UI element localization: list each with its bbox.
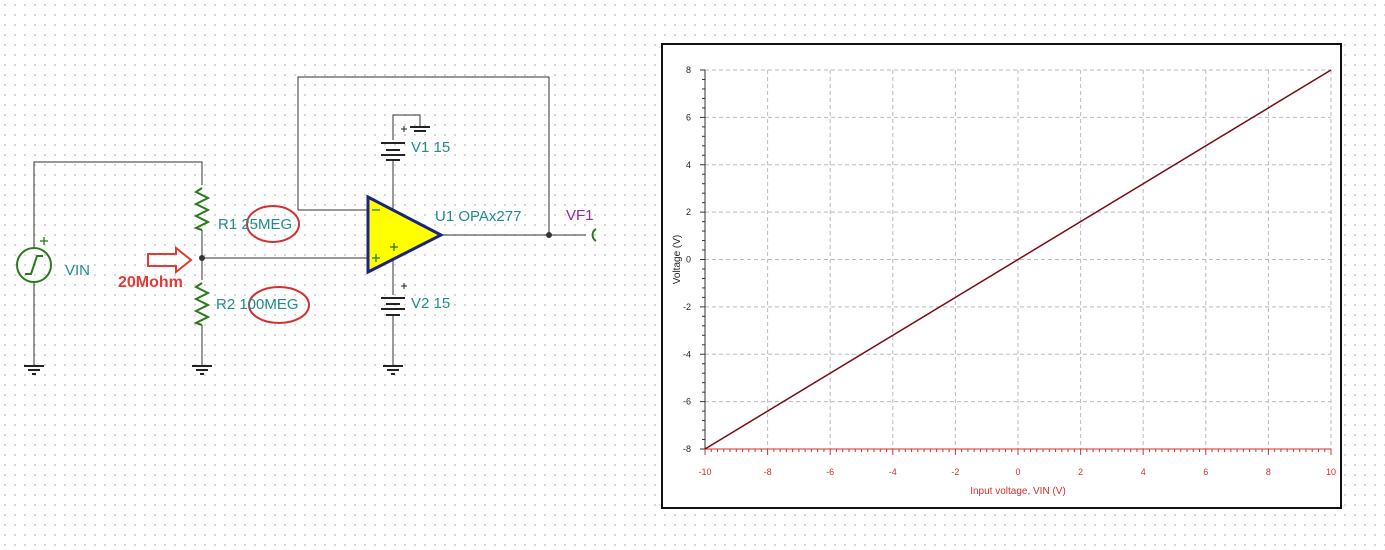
data-line [704, 69, 1332, 450]
node [546, 232, 552, 238]
label: V1 15 [411, 139, 450, 156]
x-axis-label: Input voltage, VIN (V) [970, 486, 1066, 497]
highlight [248, 286, 310, 324]
y-tick-label: 8 [686, 65, 691, 75]
arrow [147, 245, 193, 275]
battery-signs [401, 126, 407, 289]
opamp [366, 194, 445, 275]
probe [591, 228, 597, 242]
x-tick-label: 8 [1266, 467, 1271, 477]
chart-frame [661, 43, 1342, 509]
x-tick-label: 6 [1203, 467, 1208, 477]
x-tick-label: -2 [951, 467, 959, 477]
x-tick-label: -6 [826, 467, 834, 477]
annotation: 20Mohm [118, 274, 183, 291]
y-tick-label: -8 [683, 444, 691, 454]
batteries-grounds [24, 126, 430, 375]
schematic: VIN R1 25MEG R2 100MEG 20Mohm U1 OPAx277… [16, 76, 597, 375]
x-tick-label: 4 [1141, 467, 1146, 477]
label: R1 25MEG [218, 216, 292, 233]
y-tick-label: 0 [686, 255, 691, 265]
x-tick-label: 2 [1078, 467, 1083, 477]
components [16, 187, 211, 326]
x-tick-label: -4 [889, 467, 897, 477]
signs [40, 209, 398, 262]
y-tick-label: -6 [683, 397, 691, 407]
y-tick-label: 6 [686, 112, 691, 122]
label: U1 OPAx277 [435, 208, 521, 225]
y-axis-label: Voltage (V) [672, 235, 683, 284]
label: VF1 [566, 207, 594, 224]
y-tick-label: 4 [686, 160, 691, 170]
y-tick-label: 2 [686, 207, 691, 217]
y-tick-label: -2 [683, 302, 691, 312]
label: V2 15 [411, 295, 450, 312]
y-tick-label: -4 [683, 349, 691, 359]
label: VIN [65, 262, 90, 279]
x-tick-label: 10 [1326, 467, 1336, 477]
highlight [246, 205, 300, 243]
x-tick-label: -8 [764, 467, 772, 477]
label: R2 100MEG [216, 296, 299, 313]
wires [33, 76, 586, 365]
node [199, 255, 205, 261]
x-tick-label: -10 [698, 467, 711, 477]
x-tick-label: 0 [1015, 467, 1020, 477]
